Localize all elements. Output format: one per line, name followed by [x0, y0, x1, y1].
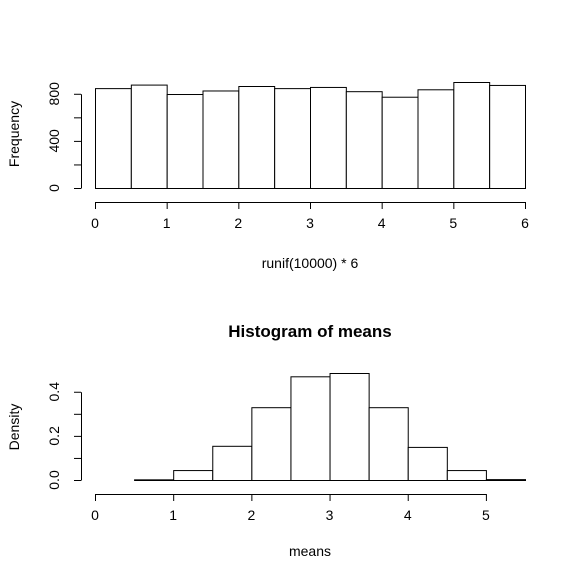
histogram-means-bar — [368, 407, 409, 481]
histogram-uniform-bar — [95, 88, 132, 189]
histogram-means-xlabel: means — [289, 543, 331, 559]
histogram-uniform-axes: 0 1 2 3 4 5 6 0 400 800 — [46, 82, 529, 231]
histogram-uniform-bars — [95, 82, 526, 189]
histogram-means-ylabel: Density — [6, 404, 22, 451]
histogram-means-x-tick-label: 0 — [91, 507, 99, 523]
histogram-means-bar — [485, 479, 526, 481]
histogram-means-bar — [446, 470, 487, 482]
histogram-means-x-tick-label: 3 — [326, 507, 334, 523]
histogram-uniform-x-tick-label: 5 — [449, 215, 457, 231]
histogram-means-x-tick-label: 4 — [404, 507, 412, 523]
histogram-uniform-ylabel: Frequency — [6, 101, 22, 167]
histogram-uniform-bar — [238, 86, 276, 189]
histogram-uniform-y-tick-label: 800 — [46, 82, 62, 106]
histogram-means-y-tick-label: 0.2 — [46, 426, 62, 446]
histogram-uniform-xlabel: runif(10000) * 6 — [262, 255, 359, 271]
histogram-uniform-x-tick-label: 2 — [234, 215, 242, 231]
histogram-uniform: 0 1 2 3 4 5 6 0 400 800 runif(10000) * 6 Frequenc… — [6, 82, 529, 271]
histogram-means-x-tick-label: 5 — [482, 507, 490, 523]
histogram-uniform-bar — [417, 89, 455, 189]
histogram-uniform-x-tick-label: 1 — [163, 215, 171, 231]
histogram-uniform-bar — [202, 90, 240, 189]
histogram-means-y-tick-label: 0.4 — [46, 382, 62, 402]
histogram-uniform-bar — [453, 82, 491, 189]
histogram-means: Histogram of means 0 1 2 3 4 5 0.0 0.2 0.4 means… — [6, 322, 526, 559]
histogram-means-bar — [290, 376, 331, 481]
histogram-means-bar — [173, 470, 214, 482]
histogram-uniform-x-tick-label: 6 — [521, 215, 529, 231]
histogram-means-bar — [329, 373, 370, 481]
histogram-means-bar — [407, 446, 448, 482]
histogram-uniform-bar — [489, 84, 526, 189]
histogram-uniform-bar — [166, 94, 204, 189]
histogram-means-bar — [134, 479, 175, 481]
histogram-uniform-x-tick-label: 3 — [306, 215, 314, 231]
histogram-uniform-bar — [130, 84, 168, 189]
histogram-means-x-tick-label: 1 — [169, 507, 177, 523]
histogram-means-x-tick-label: 2 — [247, 507, 255, 523]
histogram-uniform-bar — [274, 88, 311, 189]
histogram-means-y-tick-label: 0.0 — [46, 470, 62, 490]
histogram-uniform-x-tick-label: 0 — [91, 215, 99, 231]
histogram-means-bar — [251, 407, 292, 481]
histogram-uniform-bar — [381, 96, 419, 189]
histogram-uniform-x-tick-label: 4 — [378, 215, 386, 231]
histogram-means-title: Histogram of means — [228, 322, 391, 341]
histogram-means-bars — [134, 373, 526, 482]
histogram-means-axes: 0 1 2 3 4 5 0.0 0.2 0.4 — [46, 382, 490, 523]
histogram-uniform-bar — [345, 91, 383, 189]
histogram-means-bar — [212, 445, 253, 482]
histogram-uniform-y-tick-label: 400 — [46, 129, 62, 153]
histogram-uniform-bar — [310, 86, 347, 189]
histogram-uniform-y-tick-label: 0 — [46, 184, 62, 192]
